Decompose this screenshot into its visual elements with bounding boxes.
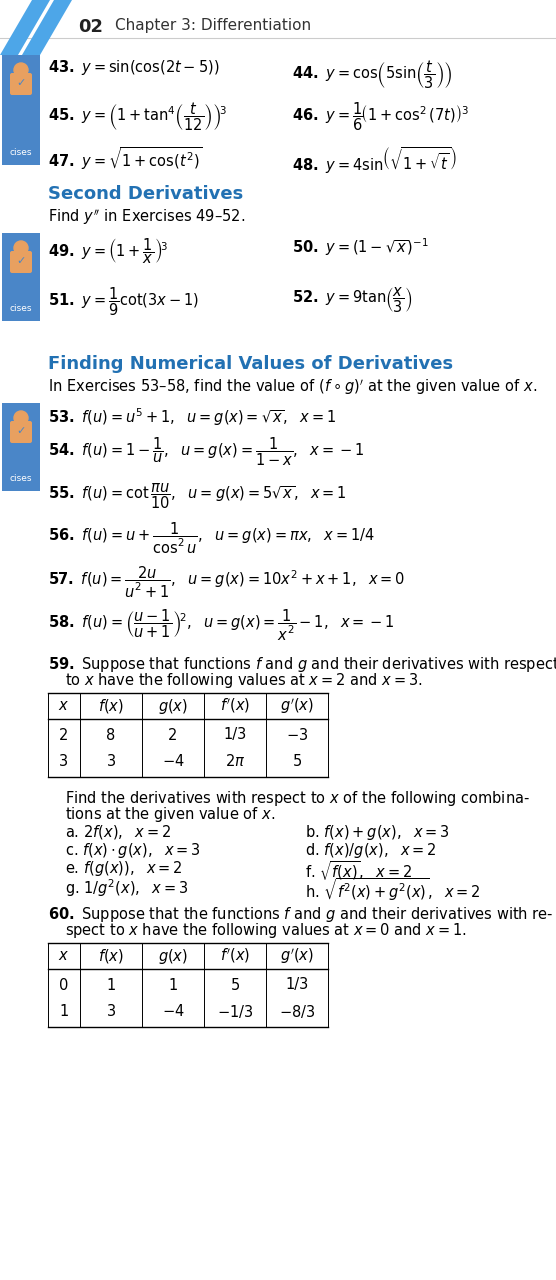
Text: Find $y''$ in Exercises 49–52.: Find $y''$ in Exercises 49–52. [48, 207, 245, 227]
Text: $g'(x)$: $g'(x)$ [280, 696, 314, 716]
Text: e. $f(g(x)),\ \ x = 2$: e. $f(g(x)),\ \ x = 2$ [65, 859, 183, 878]
Text: $\mathbf{47.}\ y = \sqrt{1+\cos(t^2)}$: $\mathbf{47.}\ y = \sqrt{1+\cos(t^2)}$ [48, 145, 202, 172]
Text: 3: 3 [106, 754, 116, 768]
Text: a. $2f(x),\ \ x = 2$: a. $2f(x),\ \ x = 2$ [65, 823, 171, 841]
FancyBboxPatch shape [10, 421, 32, 443]
Text: $g'(x)$: $g'(x)$ [280, 946, 314, 966]
Text: $-4$: $-4$ [162, 753, 185, 769]
Text: $f'(x)$: $f'(x)$ [220, 696, 250, 716]
Text: 2: 2 [59, 727, 69, 742]
Text: $\mathbf{45.}\ y = \left(1 + \tan^4\!\left(\dfrac{t}{12}\right)\right)^{\!3}$: $\mathbf{45.}\ y = \left(1 + \tan^4\!\le… [48, 100, 227, 133]
Text: c. $f(x)\cdot g(x),\ \ x = 3$: c. $f(x)\cdot g(x),\ \ x = 3$ [65, 841, 201, 860]
Circle shape [14, 411, 28, 425]
Text: cises: cises [10, 474, 32, 483]
Text: Finding Numerical Values of Derivatives: Finding Numerical Values of Derivatives [48, 355, 453, 372]
Text: 02: 02 [78, 18, 103, 36]
Text: $\mathbf{50.}\ y = \left(1-\sqrt{x}\right)^{-1}$: $\mathbf{50.}\ y = \left(1-\sqrt{x}\righ… [292, 236, 429, 257]
Text: to $x$ have the following values at $x = 2$ and $x = 3$.: to $x$ have the following values at $x =… [65, 671, 423, 690]
Text: $-3$: $-3$ [286, 727, 308, 742]
Text: g. $1/g^2(x),\ \ x = 3$: g. $1/g^2(x),\ \ x = 3$ [65, 877, 188, 899]
Text: $\mathbf{53.}\ f(u) = u^5+1,\ \ u=g(x)=\sqrt{x},\ \ x=1$: $\mathbf{53.}\ f(u) = u^5+1,\ \ u=g(x)=\… [48, 406, 336, 428]
Text: $\mathbf{46.}\ y = \dfrac{1}{6}\!\left(1 + \cos^2(7t)\right)^3$: $\mathbf{46.}\ y = \dfrac{1}{6}\!\left(1… [292, 100, 469, 133]
Text: $\mathbf{60.}$ Suppose that the functions $f$ and $g$ and their derivatives with: $\mathbf{60.}$ Suppose that the function… [48, 905, 554, 924]
Text: ✓: ✓ [16, 78, 26, 88]
Text: 8: 8 [106, 727, 116, 742]
Text: $x$: $x$ [58, 699, 70, 713]
Text: b. $f(x) + g(x),\ \ x = 3$: b. $f(x) + g(x),\ \ x = 3$ [305, 823, 450, 842]
Text: $-4$: $-4$ [162, 1004, 185, 1019]
Text: $\mathbf{44.}\ y = \cos\!\left(5\sin\!\left(\dfrac{t}{3}\right)\right)$: $\mathbf{44.}\ y = \cos\!\left(5\sin\!\l… [292, 58, 453, 91]
Text: Second Derivatives: Second Derivatives [48, 186, 244, 204]
FancyBboxPatch shape [10, 251, 32, 273]
Text: $\mathbf{56.}\ f(u) = u+\dfrac{1}{\cos^2 u},\ \ u=g(x)=\pi x,\ \ x=1/4$: $\mathbf{56.}\ f(u) = u+\dfrac{1}{\cos^2… [48, 521, 375, 557]
Text: $x$: $x$ [58, 948, 70, 964]
Text: cises: cises [10, 303, 32, 314]
Text: In Exercises 53–58, find the value of $(f \circ g)'$ at the given value of $x$.: In Exercises 53–58, find the value of $(… [48, 378, 537, 397]
FancyBboxPatch shape [2, 55, 40, 165]
Text: $\mathbf{49.}\ y = \left(1+\dfrac{1}{x}\right)^{\!3}$: $\mathbf{49.}\ y = \left(1+\dfrac{1}{x}\… [48, 236, 168, 265]
Text: 1: 1 [168, 978, 177, 992]
Text: $\mathbf{43.}\ y = \sin(\cos(2t-5))$: $\mathbf{43.}\ y = \sin(\cos(2t-5))$ [48, 58, 220, 77]
Text: Chapter 3: Differentiation: Chapter 3: Differentiation [115, 18, 311, 33]
Text: $\mathbf{55.}\ f(u) = \cot\dfrac{\pi u}{10},\ \ u=g(x)=5\sqrt{x},\ \ x=1$: $\mathbf{55.}\ f(u) = \cot\dfrac{\pi u}{… [48, 481, 347, 511]
Text: $\mathbf{52.}\ y = 9\tan\!\left(\dfrac{x}{3}\right)$: $\mathbf{52.}\ y = 9\tan\!\left(\dfrac{x… [292, 285, 412, 315]
Text: $g(x)$: $g(x)$ [158, 696, 188, 716]
Text: 5: 5 [230, 978, 240, 992]
Text: $\mathbf{57.}\ f(u) = \dfrac{2u}{u^2+1},\ \ u=g(x)=10x^2+x+1,\ \ x=0$: $\mathbf{57.}\ f(u) = \dfrac{2u}{u^2+1},… [48, 564, 405, 600]
Circle shape [14, 63, 28, 77]
Text: ✓: ✓ [16, 256, 26, 266]
FancyBboxPatch shape [2, 233, 40, 321]
Text: $g(x)$: $g(x)$ [158, 946, 188, 965]
Text: $\mathbf{51.}\ y = \dfrac{1}{9}\cot(3x-1)$: $\mathbf{51.}\ y = \dfrac{1}{9}\cot(3x-1… [48, 285, 199, 317]
Text: 5: 5 [292, 754, 301, 768]
Text: ✓: ✓ [16, 426, 26, 436]
Text: 3: 3 [106, 1004, 116, 1019]
Text: 1: 1 [59, 1004, 68, 1019]
Text: cises: cises [10, 148, 32, 157]
FancyBboxPatch shape [10, 73, 32, 95]
Text: f. $\sqrt{f(x)},\ \ x = 2$: f. $\sqrt{f(x)},\ \ x = 2$ [305, 859, 412, 883]
Text: $\mathbf{59.}$ Suppose that functions $f$ and $g$ and their derivatives with res: $\mathbf{59.}$ Suppose that functions $f… [48, 655, 556, 675]
FancyBboxPatch shape [2, 403, 40, 492]
Text: 2: 2 [168, 727, 178, 742]
Text: $\mathbf{54.}\ f(u) = 1-\dfrac{1}{u},\ \ u=g(x)=\dfrac{1}{1-x},\ \ x=-1$: $\mathbf{54.}\ f(u) = 1-\dfrac{1}{u},\ \… [48, 435, 364, 467]
Polygon shape [0, 0, 50, 55]
Text: $\mathbf{58.}\ f(u) = \left(\dfrac{u-1}{u+1}\right)^{\!2},\ \ u=g(x)=\dfrac{1}{x: $\mathbf{58.}\ f(u) = \left(\dfrac{u-1}{… [48, 608, 395, 644]
Text: spect to $x$ have the following values at $x = 0$ and $x = 1$.: spect to $x$ have the following values a… [65, 922, 467, 940]
Text: 1/3: 1/3 [285, 978, 309, 992]
Text: d. $f(x)/g(x),\ \ x = 2$: d. $f(x)/g(x),\ \ x = 2$ [305, 841, 436, 860]
Circle shape [14, 241, 28, 255]
Text: $f'(x)$: $f'(x)$ [220, 947, 250, 965]
Text: $\mathbf{48.}\ y = 4\sin\!\left(\sqrt{1+\sqrt{t}}\right)$: $\mathbf{48.}\ y = 4\sin\!\left(\sqrt{1+… [292, 145, 457, 175]
Text: $-1/3$: $-1/3$ [217, 1002, 253, 1019]
Text: 0: 0 [59, 978, 69, 992]
Text: $f(x)$: $f(x)$ [98, 698, 124, 716]
Text: h. $\sqrt{f^2(x) + g^2(x)},\ \ x = 2$: h. $\sqrt{f^2(x) + g^2(x)},\ \ x = 2$ [305, 877, 481, 904]
Text: 1/3: 1/3 [224, 727, 247, 742]
Text: $2\pi$: $2\pi$ [225, 753, 245, 769]
Text: $-8/3$: $-8/3$ [279, 1002, 315, 1019]
Text: Find the derivatives with respect to $x$ of the following combina-: Find the derivatives with respect to $x$… [65, 788, 530, 808]
Text: tions at the given value of $x$.: tions at the given value of $x$. [65, 805, 275, 824]
Text: 1: 1 [106, 978, 116, 992]
Polygon shape [22, 0, 72, 55]
Text: $f(x)$: $f(x)$ [98, 947, 124, 965]
Text: 3: 3 [59, 754, 68, 768]
